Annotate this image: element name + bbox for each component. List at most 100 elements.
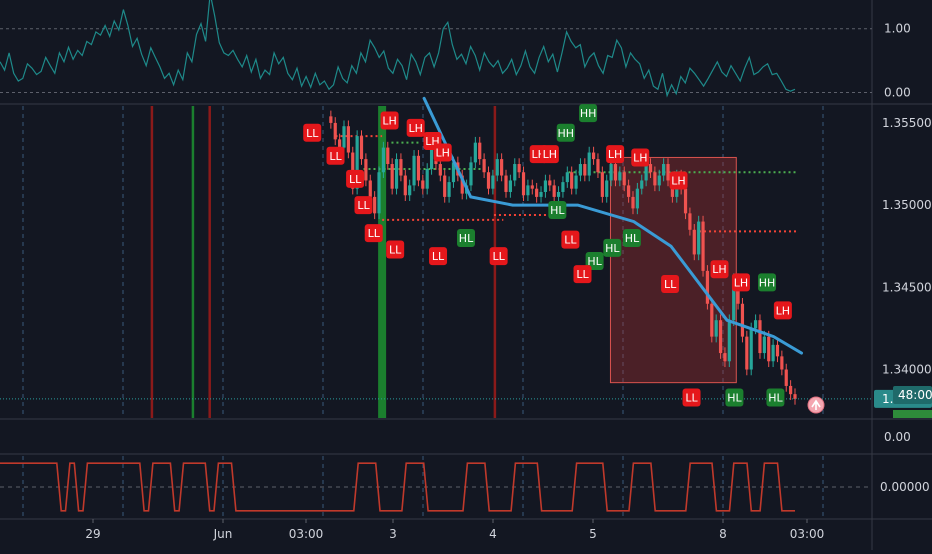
- candle-body: [697, 221, 701, 255]
- swing-label-badge: [346, 169, 365, 188]
- countdown-label: 48:00: [898, 388, 932, 402]
- swing-label-text: LH: [408, 122, 422, 135]
- swing-label-badge: [433, 143, 452, 162]
- swing-label-text: LL: [685, 391, 698, 404]
- candle-body: [539, 191, 543, 197]
- candle-body: [635, 188, 639, 209]
- candle-body: [478, 142, 482, 160]
- vertical-marker-2: [208, 106, 211, 418]
- candle-body: [714, 320, 718, 337]
- candle-body: [552, 185, 556, 197]
- osc-series-line: [0, 0, 796, 98]
- swing-label-badge: [573, 265, 592, 284]
- swing-label-text: LL: [368, 227, 381, 240]
- candle-body: [767, 336, 771, 362]
- candle-body: [473, 142, 477, 163]
- candle-body: [526, 185, 530, 196]
- swing-label-text: LL: [492, 250, 505, 263]
- swing-label-badge: [603, 238, 622, 257]
- swing-label-text: HH: [759, 276, 776, 289]
- candle-body: [443, 175, 447, 197]
- candle-body: [556, 191, 561, 197]
- swing-label-badge: [406, 118, 425, 137]
- swing-label-badge: [489, 247, 508, 266]
- candle-body: [648, 164, 653, 173]
- vertical-marker-3: [378, 106, 387, 418]
- swing-label-text: LH: [712, 263, 726, 276]
- swing-label-badge: [303, 123, 322, 142]
- candle-body: [386, 147, 390, 165]
- candle-body: [749, 328, 753, 370]
- candle-body: [491, 175, 495, 189]
- candle-body: [683, 188, 688, 214]
- swing-label-text: HL: [550, 204, 565, 217]
- swing-label-text: LH: [734, 276, 748, 289]
- swing-label-badge: [364, 224, 383, 243]
- candle-body: [338, 139, 342, 148]
- swing-label-badge: [766, 388, 785, 407]
- swing-label-text: HL: [605, 242, 620, 255]
- candle-body: [565, 172, 569, 183]
- swing-label-text: LL: [576, 268, 589, 281]
- step-series-line: [0, 462, 795, 512]
- candle-body: [399, 159, 403, 176]
- candle-body: [793, 394, 797, 399]
- swing-label-text: HH: [580, 107, 597, 120]
- candle-body: [451, 162, 456, 183]
- swing-label-badge: [710, 260, 729, 279]
- candle-body: [583, 164, 587, 176]
- candle-body: [548, 180, 552, 186]
- candle-body: [644, 164, 648, 181]
- vertical-marker-1: [191, 106, 195, 418]
- swing-label-text: LL: [329, 150, 342, 163]
- candle-body: [342, 126, 346, 148]
- swing-label-badge: [579, 104, 598, 123]
- candle-body: [627, 185, 631, 197]
- candle-body: [758, 320, 762, 354]
- candle-body: [508, 180, 512, 192]
- candle-body: [543, 180, 548, 192]
- swing-label-badge: [606, 145, 625, 164]
- candle-body: [600, 172, 604, 197]
- swing-label-badge: [386, 240, 405, 259]
- swing-label-badge: [758, 273, 777, 292]
- candle-body: [762, 336, 766, 354]
- candle-body: [653, 172, 657, 186]
- candle-body: [421, 180, 425, 189]
- swing-label-badge: [682, 388, 701, 407]
- candle-body: [710, 303, 714, 337]
- osc-tick-label: 0.00: [884, 85, 911, 99]
- candle-body: [504, 175, 508, 192]
- x-tick-label: Jun: [213, 527, 233, 541]
- swing-label-text: LH: [543, 148, 557, 161]
- up-arrow-icon-glyph: [811, 399, 821, 410]
- candle-body: [486, 172, 491, 189]
- candle-body: [373, 196, 377, 214]
- swing-label-text: HL: [727, 391, 742, 404]
- swing-label-badge: [661, 275, 680, 294]
- swing-label-text: HL: [587, 255, 602, 268]
- candle-body: [429, 147, 434, 169]
- swing-label-text: HL: [768, 391, 783, 404]
- candle-body: [780, 356, 784, 370]
- candle-body: [732, 279, 736, 321]
- swing-label-text: LL: [432, 250, 445, 263]
- swing-label-text: HH: [557, 127, 574, 140]
- candle-body: [609, 164, 613, 181]
- swing-label-badge: [585, 252, 604, 271]
- candle-body: [359, 136, 364, 160]
- candle-body: [705, 270, 710, 304]
- swing-label-badge: [731, 273, 750, 292]
- candle-body: [412, 155, 416, 186]
- swing-label-text: LL: [357, 199, 370, 212]
- candle-body: [416, 155, 421, 181]
- candle-body: [513, 164, 517, 181]
- partial-box: [893, 410, 932, 418]
- swing-label-text: LL: [564, 234, 577, 247]
- candle-body: [613, 164, 618, 181]
- swing-label-badge: [354, 196, 373, 215]
- price-tick-label: 1.34500: [882, 280, 932, 294]
- price-tick-label: 1.35000: [882, 198, 932, 212]
